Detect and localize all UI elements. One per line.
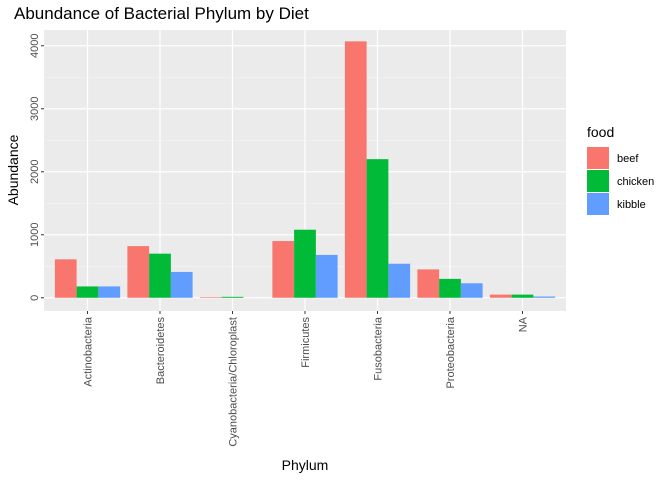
bar-chicken — [76, 286, 99, 298]
bar-chicken — [511, 294, 534, 298]
legend-title: food — [587, 124, 614, 140]
x-tick-label: Bacteroidetes — [155, 317, 167, 385]
y-tick-label: 1000 — [29, 223, 41, 247]
chart-title: Abundance of Bacterial Phylum by Diet — [14, 4, 309, 23]
bar-chicken — [149, 253, 171, 298]
bar-beef — [344, 41, 367, 298]
bar-chicken — [439, 278, 461, 298]
bar-kibble — [533, 296, 556, 298]
x-tick-label: Cyanobacteria/Chloroplast — [228, 317, 240, 447]
x-axis: Actinobacteria Bacteroidetes Cyanobacteria… — [83, 311, 530, 447]
bar-chicken — [294, 229, 316, 298]
legend-key-beef — [587, 147, 609, 169]
y-tick-label: 2000 — [29, 160, 41, 184]
bar-kibble — [170, 271, 193, 298]
x-tick-label: Actinobacteria — [83, 316, 95, 387]
bar-kibble — [460, 283, 483, 298]
bar-chicken — [221, 296, 244, 298]
x-tick-label: NA — [518, 316, 530, 332]
legend-label-kibble: kibble — [617, 199, 646, 211]
y-axis: 0 1000 2000 3000 4000 — [29, 34, 44, 301]
x-tick-label: Proteobacteria — [445, 316, 457, 388]
y-tick-label: 3000 — [29, 97, 41, 121]
bar-chicken — [366, 159, 389, 298]
bar-kibble — [98, 286, 121, 298]
bar-kibble — [315, 254, 338, 298]
x-tick-label: Firmicutes — [300, 317, 312, 368]
bar-beef — [272, 241, 295, 298]
legend: food beef chicken kibble — [587, 124, 654, 215]
legend-key-kibble — [587, 193, 609, 215]
y-tick-label: 0 — [29, 295, 41, 301]
bar-beef — [489, 294, 512, 298]
bar-beef — [54, 259, 77, 298]
bar-beef — [199, 297, 222, 298]
bar-beef — [417, 269, 440, 298]
bar-kibble — [388, 263, 411, 298]
legend-label-beef: beef — [617, 153, 639, 165]
y-tick-label: 4000 — [29, 34, 41, 58]
legend-items: beef chicken kibble — [587, 147, 654, 215]
legend-label-chicken: chicken — [617, 176, 654, 188]
x-tick-label: Fusobacteria — [373, 316, 385, 380]
x-axis-title: Phylum — [282, 457, 329, 473]
bar-beef — [127, 246, 150, 298]
legend-key-chicken — [587, 170, 609, 192]
bars — [54, 41, 556, 298]
y-axis-title: Abundance — [5, 134, 21, 205]
